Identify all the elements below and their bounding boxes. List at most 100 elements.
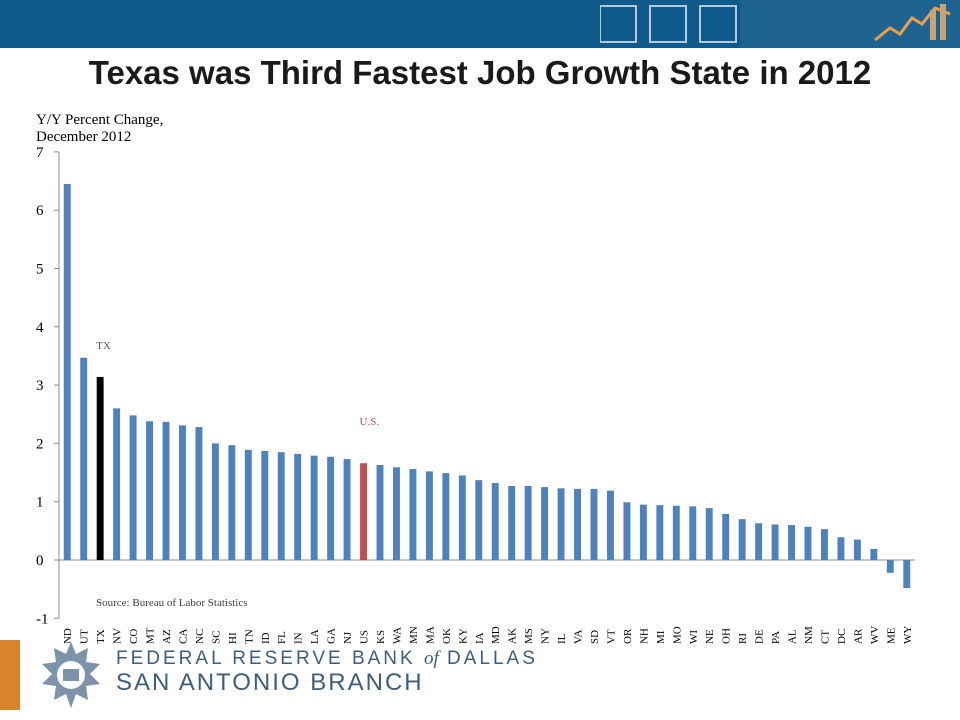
x-tick-label-ms: MS <box>523 628 535 644</box>
x-tick-label-de: DE <box>754 629 766 644</box>
x-tick-label-ut: UT <box>79 629 91 644</box>
x-tick-label-tn: TN <box>243 629 255 644</box>
bar-ri <box>738 519 746 560</box>
x-tick-label-pa: PA <box>770 631 782 644</box>
y-tick-label: 7 <box>36 145 44 161</box>
bar-wy <box>903 560 911 588</box>
x-tick-label-ok: OK <box>441 628 453 644</box>
bar-ar <box>853 539 861 560</box>
x-tick-label-mn: MN <box>408 626 420 644</box>
left-accent-bar <box>0 640 20 710</box>
x-tick-label-in: IN <box>293 632 305 644</box>
bar-ga <box>327 456 335 560</box>
x-tick-label-ca: CA <box>177 629 189 644</box>
bar-ks <box>376 464 384 560</box>
chart-bars <box>63 183 911 588</box>
x-tick-label-sc: SC <box>210 631 222 644</box>
x-tick-label-us: US <box>359 630 371 644</box>
x-tick-label-hi: HI <box>227 632 239 644</box>
x-tick-label-az: AZ <box>161 629 173 644</box>
x-tick-label-tx: TX <box>95 629 107 644</box>
bar-tn <box>244 449 252 560</box>
bar-mo <box>672 505 680 560</box>
y-tick-label: 5 <box>36 262 44 278</box>
bar-ut <box>80 357 88 560</box>
header-decoration <box>600 0 960 48</box>
y-tick-label: 6 <box>36 203 44 219</box>
x-tick-label-vt: VT <box>605 629 617 644</box>
bar-az <box>162 421 170 560</box>
branding-logo: FEDERAL RESERVE BANK of DALLAS SAN ANTON… <box>30 636 535 716</box>
bar-co <box>129 415 137 560</box>
branch-name: SAN ANTONIO BRANCH <box>116 669 424 696</box>
bar-va <box>574 488 581 560</box>
bar-wi <box>689 506 697 560</box>
y-axis-label: Y/Y Percent Change, December 2012 <box>36 112 164 145</box>
x-tick-label-ct: CT <box>819 630 831 644</box>
bar-fl <box>277 452 285 560</box>
x-tick-label-mo: MO <box>671 626 683 644</box>
bar-sd <box>590 488 598 560</box>
x-tick-label-fl: FL <box>276 631 288 644</box>
bar-il <box>557 488 565 560</box>
x-tick-label-wi: WI <box>688 630 700 644</box>
x-tick-label-wa: WA <box>391 627 403 644</box>
x-tick-label-nd: ND <box>62 628 74 644</box>
slide-title: Texas was Third Fastest Job Growth State… <box>88 54 872 91</box>
x-tick-label-nh: NH <box>638 628 650 644</box>
x-tick-label-dc: DC <box>836 629 848 644</box>
bar-nd <box>63 183 71 560</box>
y-tick-label: 3 <box>36 378 44 394</box>
bar-ok <box>442 473 450 560</box>
bar-mt <box>146 421 153 560</box>
source-note: Source: Bureau of Labor Statistics <box>96 597 248 609</box>
bar-la <box>310 455 318 560</box>
chart-labels: -1 0 1 2 3 4 5 6 7 ND UT TX NV CO MT AZ CA NC SC HI TN ID FL IN… <box>36 145 914 644</box>
bar-nj <box>343 459 351 560</box>
x-tick-label-wy: WY <box>902 626 914 644</box>
x-tick-label-md: MD <box>490 626 502 644</box>
bar-ak <box>508 485 516 560</box>
x-tick-label-al: AL <box>787 629 799 644</box>
x-tick-label-ak: AK <box>507 628 519 644</box>
bar-sc <box>211 443 219 560</box>
bar-ky <box>458 475 466 560</box>
bar-md <box>491 483 499 560</box>
bar-or <box>623 502 631 560</box>
x-tick-label-oh: OH <box>721 628 733 644</box>
bar-wv <box>870 548 878 560</box>
bar-ny <box>541 487 549 560</box>
x-tick-label-nm: NM <box>803 626 815 644</box>
bar-dc <box>837 537 845 560</box>
x-tick-label-ri: RI <box>737 633 749 644</box>
bar-wa <box>393 467 400 560</box>
annotation-tx: TX <box>96 340 111 352</box>
bar-nv <box>113 408 121 560</box>
bar-al <box>788 525 795 560</box>
x-tick-label-il: IL <box>556 633 568 644</box>
x-tick-label-or: OR <box>622 628 634 644</box>
x-tick-label-va: VA <box>573 629 585 644</box>
bar-pa <box>771 524 779 560</box>
bar-ia <box>475 480 483 560</box>
x-tick-label-ks: KS <box>375 630 387 644</box>
bar-nc <box>195 427 203 560</box>
y-tick-label: 2 <box>36 436 44 452</box>
annotation-us: U.S. <box>360 416 380 428</box>
x-tick-label-ia: IA <box>474 632 486 644</box>
bar-ct <box>821 529 828 560</box>
x-tick-label-nv: NV <box>112 628 124 644</box>
bar-vt <box>607 490 614 560</box>
x-tick-label-me: ME <box>885 627 897 644</box>
bar-me <box>886 560 894 573</box>
y-tick-label: 4 <box>36 320 44 336</box>
x-tick-label-id: ID <box>260 632 272 644</box>
bar-ne <box>705 508 713 560</box>
bar-ma <box>425 471 433 560</box>
x-tick-label-mt: MT <box>145 627 157 644</box>
bar-mn <box>409 469 417 560</box>
bar-id <box>261 450 269 560</box>
y-tick-label: 0 <box>36 553 44 569</box>
bar-oh <box>722 513 730 560</box>
